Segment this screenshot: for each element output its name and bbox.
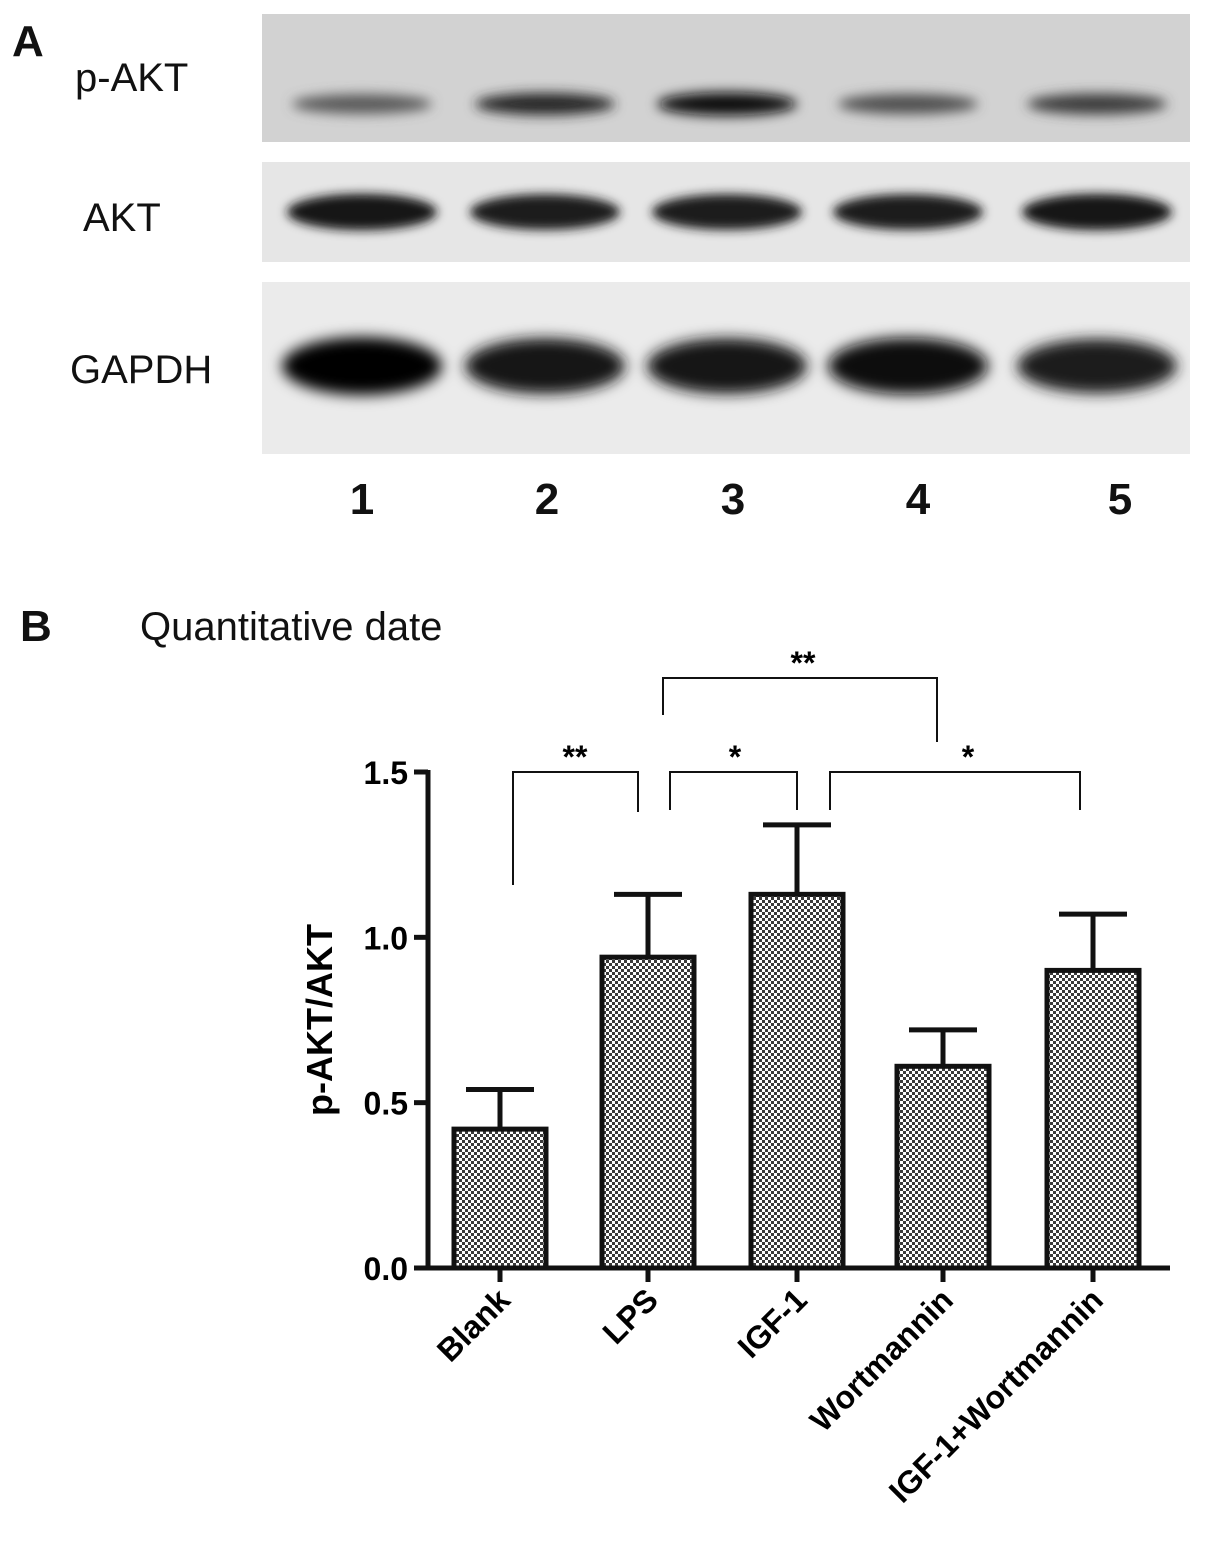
blot-band-row1-lane1 xyxy=(292,94,432,114)
blot-band-row2-lane1 xyxy=(287,193,437,231)
bar-wortmannin xyxy=(894,1063,992,1271)
blot-band-row2-lane3 xyxy=(652,194,802,230)
significance-label: * xyxy=(729,739,742,775)
lane-number-5: 5 xyxy=(1107,475,1133,524)
y-tick-label: 0.5 xyxy=(364,1086,408,1122)
blot-band-row2-lane4 xyxy=(833,194,983,230)
x-tick-label: Wortmannin xyxy=(803,1281,960,1438)
panel-a-letter: A xyxy=(12,17,44,66)
significance-label: ** xyxy=(563,739,588,775)
blot-band-row1-lane3 xyxy=(657,92,797,116)
blot-band-row1-lane4 xyxy=(838,93,978,115)
bar-blank xyxy=(451,1126,549,1271)
y-axis-label: p-AKT/AKT xyxy=(299,924,340,1116)
blot-band-row3-lane2 xyxy=(465,338,625,394)
panel-b-title: Quantitative date xyxy=(140,605,443,649)
bar-lps xyxy=(599,954,697,1271)
y-tick-label: 0.0 xyxy=(364,1251,408,1287)
blot-strip-p-akt xyxy=(262,14,1190,142)
blot-label-akt: AKT xyxy=(83,196,161,240)
blot-band-row1-lane5 xyxy=(1027,93,1167,115)
blot-band-row3-lane4 xyxy=(828,337,988,395)
x-tick-label: IGF-1 xyxy=(731,1281,814,1364)
significance-label: * xyxy=(962,739,975,775)
blot-strip-gapdh xyxy=(262,282,1190,454)
bar-igf-1+wortmannin xyxy=(1044,967,1142,1271)
significance-bracket xyxy=(829,771,1081,810)
significance-bracket xyxy=(669,771,798,810)
y-tick-label: 1.5 xyxy=(364,755,408,791)
blot-band-row1-lane2 xyxy=(475,92,615,116)
significance-label: ** xyxy=(791,645,816,681)
blot-label-p-akt: p-AKT xyxy=(75,56,189,100)
blot-band-row3-lane1 xyxy=(282,337,442,395)
blot-band-row3-lane5 xyxy=(1017,338,1177,394)
blot-band-row3-lane3 xyxy=(647,338,807,394)
significance-bracket xyxy=(662,677,938,742)
lane-number-3: 3 xyxy=(720,475,746,524)
lane-number-1: 1 xyxy=(349,475,375,524)
blot-strip-akt xyxy=(262,162,1190,262)
lane-number-2: 2 xyxy=(534,475,560,524)
x-tick-label: LPS xyxy=(595,1281,664,1350)
x-tick-label: Blank xyxy=(430,1281,517,1368)
blot-band-row2-lane2 xyxy=(470,194,620,230)
blot-label-gapdh: GAPDH xyxy=(70,348,213,392)
y-tick-label: 1.0 xyxy=(364,920,408,956)
lane-number-4: 4 xyxy=(905,475,931,524)
blot-band-row2-lane5 xyxy=(1022,193,1172,231)
bar-igf-1 xyxy=(748,891,846,1271)
panel-b-letter: B xyxy=(20,602,52,651)
significance-bracket xyxy=(512,771,639,885)
